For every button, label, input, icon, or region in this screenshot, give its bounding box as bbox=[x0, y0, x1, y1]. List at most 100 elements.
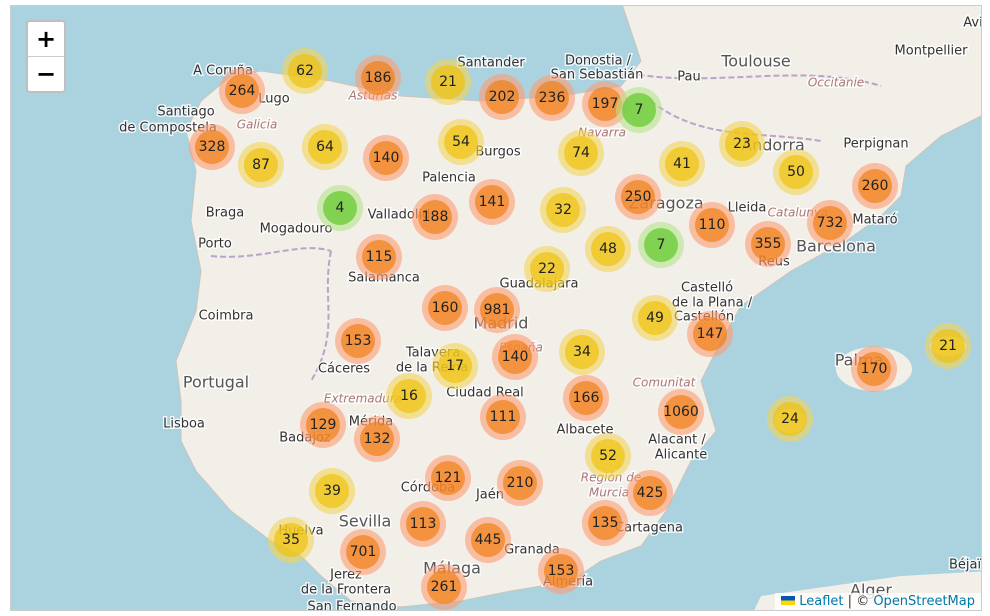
marker-cluster[interactable]: 261 bbox=[421, 564, 467, 610]
marker-cluster[interactable]: 141 bbox=[469, 179, 515, 225]
cluster-core bbox=[813, 206, 847, 240]
marker-cluster[interactable]: 49 bbox=[632, 295, 678, 341]
marker-cluster[interactable]: 35 bbox=[268, 517, 314, 563]
marker-cluster[interactable]: 39 bbox=[309, 468, 355, 514]
marker-cluster[interactable]: 129 bbox=[300, 402, 346, 448]
marker-cluster[interactable]: 52 bbox=[585, 433, 631, 479]
place-label: Béjaïa bbox=[949, 558, 981, 573]
marker-cluster[interactable]: 17 bbox=[432, 343, 478, 389]
marker-cluster[interactable]: 202 bbox=[479, 74, 525, 120]
marker-cluster[interactable]: 21 bbox=[425, 59, 471, 105]
place-label: Jaén bbox=[475, 488, 504, 503]
cluster-core bbox=[588, 87, 622, 121]
marker-cluster[interactable]: 197 bbox=[582, 81, 628, 127]
marker-cluster[interactable]: 48 bbox=[585, 226, 631, 272]
cluster-count: 121 bbox=[435, 470, 462, 486]
marker-cluster[interactable]: 425 bbox=[627, 470, 673, 516]
marker-cluster[interactable]: 7 bbox=[638, 222, 684, 268]
marker-cluster[interactable]: 34 bbox=[559, 329, 605, 375]
cluster-core bbox=[431, 461, 465, 495]
marker-cluster[interactable]: 41 bbox=[659, 141, 705, 187]
place-label: Perpignan bbox=[843, 137, 908, 152]
marker-cluster[interactable]: 328 bbox=[189, 124, 235, 170]
marker-cluster[interactable]: 732 bbox=[807, 200, 853, 246]
marker-cluster[interactable]: 153 bbox=[538, 548, 584, 594]
cluster-count: 355 bbox=[755, 236, 782, 252]
marker-cluster[interactable]: 147 bbox=[687, 311, 733, 357]
marker-cluster[interactable]: 7 bbox=[616, 87, 662, 133]
marker-cluster[interactable]: 166 bbox=[563, 375, 609, 421]
marker-cluster[interactable]: 1060 bbox=[658, 389, 704, 435]
osm-link[interactable]: OpenStreetMap bbox=[873, 594, 975, 609]
marker-cluster[interactable]: 113 bbox=[400, 501, 446, 547]
cluster-count: 64 bbox=[316, 139, 334, 155]
cluster-count: 110 bbox=[699, 217, 726, 233]
cluster-core bbox=[480, 293, 514, 327]
cluster-count: 113 bbox=[410, 516, 437, 532]
marker-cluster[interactable]: 170 bbox=[851, 346, 897, 392]
marker-cluster[interactable]: 74 bbox=[558, 130, 604, 176]
marker-cluster[interactable]: 87 bbox=[238, 142, 284, 188]
zoom-out[interactable]: − bbox=[28, 56, 64, 91]
cluster-core bbox=[622, 93, 656, 127]
marker-cluster[interactable]: 160 bbox=[422, 285, 468, 331]
place-label: Donostia / bbox=[565, 54, 632, 69]
marker-cluster[interactable]: 23 bbox=[719, 121, 765, 167]
cluster-count: 210 bbox=[507, 475, 534, 491]
cluster-count: 147 bbox=[697, 326, 724, 342]
marker-cluster[interactable]: 62 bbox=[282, 48, 328, 94]
marker-cluster[interactable]: 32 bbox=[540, 187, 586, 233]
marker-cluster[interactable]: 121 bbox=[425, 455, 471, 501]
place-label: Pau bbox=[677, 70, 700, 85]
place-label: Santander bbox=[457, 56, 525, 71]
marker-cluster[interactable]: 140 bbox=[492, 334, 538, 380]
marker-cluster[interactable]: 4 bbox=[317, 185, 363, 231]
cluster-count: 188 bbox=[422, 209, 449, 225]
cluster-count: 260 bbox=[862, 178, 889, 194]
marker-cluster[interactable]: 188 bbox=[412, 194, 458, 240]
marker-cluster[interactable]: 21 bbox=[925, 323, 971, 369]
marker-cluster[interactable]: 701 bbox=[340, 529, 386, 575]
cluster-count: 50 bbox=[787, 164, 805, 180]
cluster-count: 111 bbox=[490, 409, 517, 425]
cluster-count: 4 bbox=[336, 200, 345, 216]
marker-cluster[interactable]: 981 bbox=[474, 287, 520, 333]
cluster-core bbox=[195, 130, 229, 164]
cluster-count: 140 bbox=[502, 349, 529, 365]
cluster-count: 34 bbox=[573, 344, 591, 360]
marker-cluster[interactable]: 115 bbox=[356, 234, 402, 280]
place-label: Galicia bbox=[237, 118, 278, 132]
marker-cluster[interactable]: 236 bbox=[529, 75, 575, 121]
zoom-in[interactable]: + bbox=[35, 25, 57, 53]
place-label: de Compostela bbox=[119, 121, 217, 136]
marker-cluster[interactable]: 445 bbox=[465, 517, 511, 563]
cluster-core bbox=[503, 466, 537, 500]
marker-cluster[interactable]: 135 bbox=[582, 500, 628, 546]
marker-cluster[interactable]: 140 bbox=[363, 135, 409, 181]
cluster-core bbox=[498, 340, 532, 374]
marker-cluster[interactable]: 186 bbox=[355, 55, 401, 101]
cluster-count: 197 bbox=[592, 96, 619, 112]
marker-cluster[interactable]: 250 bbox=[615, 174, 661, 220]
cluster-count: 32 bbox=[554, 202, 572, 218]
marker-cluster[interactable]: 22 bbox=[524, 246, 570, 292]
marker-cluster[interactable]: 64 bbox=[302, 124, 348, 170]
cluster-core bbox=[664, 395, 698, 429]
leaflet-link[interactable]: Leaflet bbox=[799, 594, 844, 609]
marker-cluster[interactable]: 153 bbox=[335, 318, 381, 364]
place-label: Toulouse bbox=[720, 52, 791, 71]
cluster-core bbox=[244, 148, 278, 182]
marker-cluster[interactable]: 355 bbox=[745, 221, 791, 267]
marker-cluster[interactable]: 260 bbox=[852, 163, 898, 209]
marker-cluster[interactable]: 110 bbox=[689, 202, 735, 248]
marker-cluster[interactable]: 264 bbox=[219, 68, 265, 114]
marker-cluster[interactable]: 54 bbox=[438, 119, 484, 165]
marker-cluster[interactable]: 111 bbox=[480, 394, 526, 440]
cluster-count: 21 bbox=[939, 338, 957, 354]
marker-cluster[interactable]: 132 bbox=[354, 416, 400, 462]
cluster-count: 54 bbox=[452, 134, 470, 150]
marker-cluster[interactable]: 16 bbox=[386, 373, 432, 419]
marker-cluster[interactable]: 210 bbox=[497, 460, 543, 506]
marker-cluster[interactable]: 50 bbox=[773, 149, 819, 195]
marker-cluster[interactable]: 24 bbox=[767, 396, 813, 442]
